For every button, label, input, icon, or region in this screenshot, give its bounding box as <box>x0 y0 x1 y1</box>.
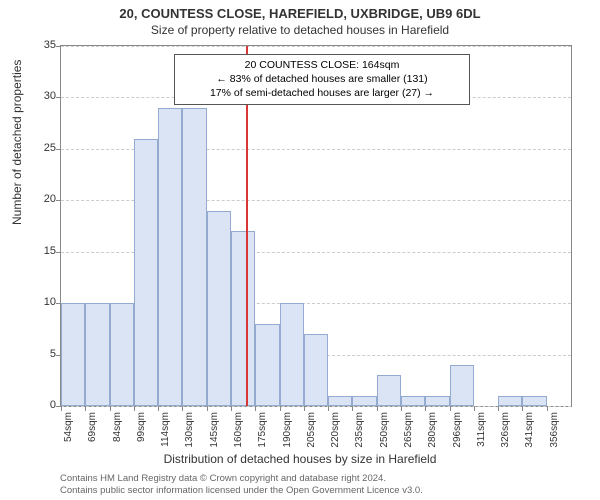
annotation-box: 20 COUNTESS CLOSE: 164sqm ← 83% of detac… <box>174 54 470 105</box>
y-axis-label: Number of detached properties <box>10 60 24 225</box>
ytick-label: 5 <box>26 348 56 360</box>
histogram-bar <box>328 396 352 406</box>
xtick-mark <box>377 406 378 411</box>
histogram-bar <box>207 211 231 406</box>
xtick-label: 190sqm <box>282 412 293 448</box>
gridline <box>61 46 571 47</box>
histogram-bar <box>85 303 109 406</box>
xtick-mark <box>61 406 62 411</box>
xtick-label: 54sqm <box>63 412 74 442</box>
histogram-bar <box>377 375 401 406</box>
plot-area: 20 COUNTESS CLOSE: 164sqm ← 83% of detac… <box>60 45 572 407</box>
xtick-label: 205sqm <box>306 412 317 448</box>
xtick-label: 160sqm <box>233 412 244 448</box>
annotation-line2: ← 83% of detached houses are smaller (13… <box>180 72 464 86</box>
xtick-mark <box>110 406 111 411</box>
chart-container: 20, COUNTESS CLOSE, HAREFIELD, UXBRIDGE,… <box>0 0 600 500</box>
xtick-label: 356sqm <box>549 412 560 448</box>
xtick-label: 84sqm <box>112 412 123 442</box>
histogram-bar <box>61 303 85 406</box>
footer-line1: Contains HM Land Registry data © Crown c… <box>60 473 423 485</box>
histogram-bar <box>280 303 304 406</box>
xtick-label: 296sqm <box>452 412 463 448</box>
xtick-mark <box>352 406 353 411</box>
xtick-mark <box>425 406 426 411</box>
ytick-label: 20 <box>26 193 56 205</box>
ytick-mark <box>56 97 61 98</box>
ytick-mark <box>56 46 61 47</box>
histogram-bar <box>450 365 474 406</box>
xtick-mark <box>304 406 305 411</box>
xtick-mark <box>328 406 329 411</box>
histogram-bar <box>401 396 425 406</box>
ytick-mark <box>56 200 61 201</box>
histogram-bar <box>522 396 546 406</box>
xtick-label: 99sqm <box>136 412 147 442</box>
xtick-mark <box>207 406 208 411</box>
xtick-label: 69sqm <box>87 412 98 442</box>
xtick-label: 280sqm <box>427 412 438 448</box>
ytick-label: 15 <box>26 245 56 257</box>
histogram-bar <box>182 108 206 406</box>
xtick-mark <box>158 406 159 411</box>
xtick-mark <box>134 406 135 411</box>
ytick-label: 25 <box>26 142 56 154</box>
xtick-mark <box>498 406 499 411</box>
footer: Contains HM Land Registry data © Crown c… <box>60 473 423 497</box>
histogram-bar <box>231 231 255 406</box>
xtick-mark <box>182 406 183 411</box>
xtick-label: 130sqm <box>184 412 195 448</box>
histogram-bar <box>498 396 522 406</box>
xtick-label: 114sqm <box>160 412 171 447</box>
ytick-label: 0 <box>26 399 56 411</box>
xtick-mark <box>280 406 281 411</box>
xtick-mark <box>522 406 523 411</box>
annotation-line1: 20 COUNTESS CLOSE: 164sqm <box>180 58 464 72</box>
histogram-bar <box>304 334 328 406</box>
xtick-label: 175sqm <box>257 412 268 448</box>
footer-line2: Contains public sector information licen… <box>60 485 423 497</box>
ytick-label: 35 <box>26 39 56 51</box>
xtick-label: 265sqm <box>403 412 414 448</box>
histogram-bar <box>352 396 376 406</box>
xtick-mark <box>547 406 548 411</box>
ytick-label: 10 <box>26 296 56 308</box>
xtick-mark <box>231 406 232 411</box>
xtick-mark <box>450 406 451 411</box>
histogram-bar <box>255 324 279 406</box>
x-axis-label: Distribution of detached houses by size … <box>0 452 600 466</box>
title-sub: Size of property relative to detached ho… <box>0 21 600 37</box>
title-main: 20, COUNTESS CLOSE, HAREFIELD, UXBRIDGE,… <box>0 0 600 21</box>
xtick-label: 145sqm <box>209 412 220 448</box>
histogram-bar <box>110 303 134 406</box>
xtick-mark <box>401 406 402 411</box>
xtick-label: 341sqm <box>524 412 535 448</box>
ytick-label: 30 <box>26 90 56 102</box>
xtick-mark <box>85 406 86 411</box>
histogram-bar <box>158 108 182 406</box>
xtick-mark <box>474 406 475 411</box>
xtick-label: 220sqm <box>330 412 341 448</box>
xtick-label: 250sqm <box>379 412 390 448</box>
ytick-mark <box>56 149 61 150</box>
ytick-mark <box>56 252 61 253</box>
annotation-line3: 17% of semi-detached houses are larger (… <box>180 86 464 100</box>
histogram-bar <box>425 396 449 406</box>
xtick-label: 326sqm <box>500 412 511 448</box>
gridline <box>61 406 571 407</box>
xtick-label: 235sqm <box>354 412 365 448</box>
histogram-bar <box>134 139 158 406</box>
xtick-label: 311sqm <box>476 412 487 447</box>
xtick-mark <box>255 406 256 411</box>
